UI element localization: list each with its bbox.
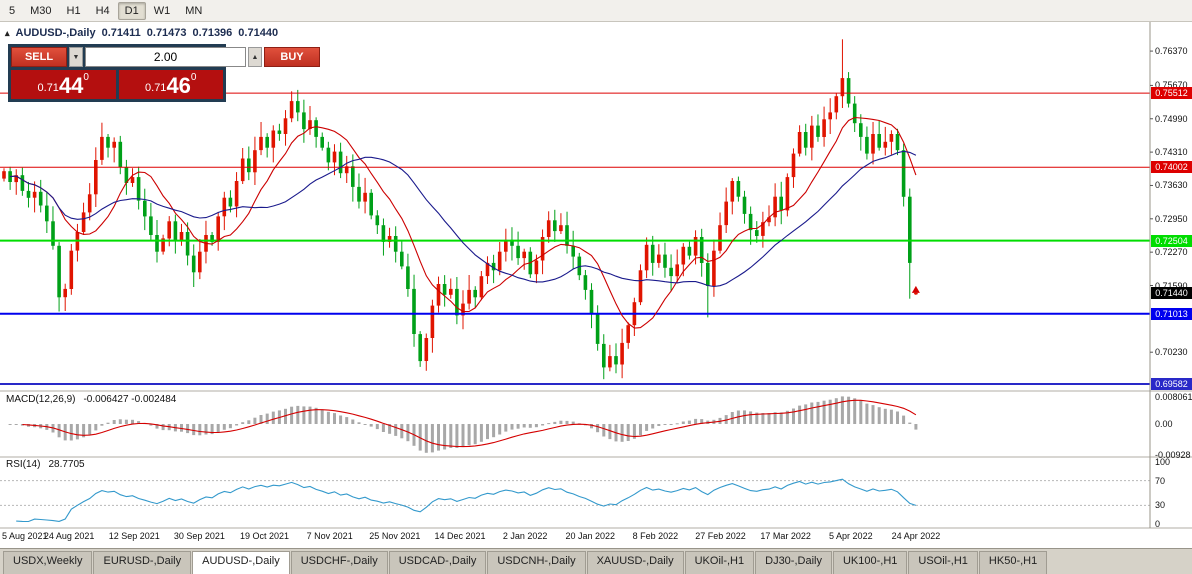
volume-input[interactable] bbox=[85, 47, 246, 67]
chart-tab-usdcad--daily[interactable]: USDCAD-,Daily bbox=[388, 551, 487, 574]
one-click-toggle-icon[interactable]: ▴ bbox=[5, 27, 10, 38]
buy-price-big: 46 bbox=[166, 73, 191, 98]
quote-close: 0.71440 bbox=[238, 27, 279, 39]
chart-tab-eurusd--daily[interactable]: EURUSD-,Daily bbox=[93, 551, 192, 574]
macd-indicator-label: MACD(12,26,9) -0.006427 -0.002484 bbox=[6, 394, 176, 405]
timeframe-button-h4[interactable]: H4 bbox=[95, 4, 110, 17]
rsi-indicator-label: RSI(14) 28.7705 bbox=[6, 459, 85, 470]
timeframe-button-m30[interactable]: M30 bbox=[30, 4, 52, 17]
timeframe-toolbar: 5 M30 H1 H4 D1 W1 MN bbox=[0, 0, 1192, 22]
macd-values: -0.006427 -0.002484 bbox=[83, 394, 177, 405]
quote-low: 0.71396 bbox=[192, 27, 233, 39]
sell-price-prefix: 0.71 bbox=[37, 82, 59, 94]
rsi-name: RSI(14) bbox=[6, 459, 41, 470]
chart-tab-bar: USDX,Weekly EURUSD-,Daily AUDUSD-,Daily USD… bbox=[0, 548, 1192, 574]
buy-button[interactable]: BUY bbox=[264, 47, 320, 67]
volume-increase-icon[interactable]: ▲ bbox=[248, 47, 262, 67]
chart-tab-ukoil--h1[interactable]: UKOil-,H1 bbox=[684, 551, 755, 574]
rsi-value: 28.7705 bbox=[48, 459, 85, 470]
chart-tab-usoil--h1[interactable]: USOil-,H1 bbox=[908, 551, 978, 574]
chart-tab-xauusd--daily[interactable]: XAUUSD-,Daily bbox=[586, 551, 684, 574]
quote-symbol: AUDUSD-,Daily bbox=[15, 27, 96, 39]
volume-decrease-icon[interactable]: ▼ bbox=[69, 47, 83, 67]
one-click-controls: SELL ▼ ▲ BUY bbox=[11, 47, 320, 67]
one-click-trading-panel: SELL ▼ ▲ BUY 0.71 44 0 0.71 46 0 bbox=[8, 44, 320, 102]
buy-price-prefix: 0.71 bbox=[145, 82, 167, 94]
price-axis[interactable] bbox=[1150, 22, 1192, 528]
sell-price-big: 44 bbox=[58, 73, 84, 98]
sell-price-display[interactable]: 0.71 44 0 bbox=[11, 70, 116, 99]
chart-tab-usdx-weekly[interactable]: USDX,Weekly bbox=[3, 551, 93, 574]
macd-name: MACD(12,26,9) bbox=[6, 394, 76, 405]
chart-tab-audusd--daily[interactable]: AUDUSD-,Daily bbox=[192, 551, 290, 574]
timeframe-button-d1[interactable]: D1 bbox=[117, 1, 146, 20]
timeframe-button-5[interactable]: 5 bbox=[9, 4, 16, 17]
buy-price-sup: 0 bbox=[190, 72, 197, 83]
chart-tab-usdcnh--daily[interactable]: USDCNH-,Daily bbox=[487, 551, 586, 574]
chart-tab-usdchf--daily[interactable]: USDCHF-,Daily bbox=[290, 551, 388, 574]
quote-line: ▴ AUDUSD-,Daily 0.71411 0.71473 0.71396 … bbox=[5, 27, 278, 39]
timeframe-button-w1[interactable]: W1 bbox=[153, 4, 171, 17]
chart-tab-dj30--daily[interactable]: DJ30-,Daily bbox=[755, 551, 832, 574]
sell-price-sup: 0 bbox=[83, 72, 89, 83]
one-click-prices: 0.71 44 0 0.71 46 0 bbox=[11, 70, 223, 99]
time-axis[interactable] bbox=[0, 528, 1150, 548]
timeframe-button-mn[interactable]: MN bbox=[185, 4, 203, 17]
quote-open: 0.71411 bbox=[101, 27, 141, 39]
timeframe-button-h1[interactable]: H1 bbox=[66, 4, 81, 17]
buy-price-display[interactable]: 0.71 46 0 bbox=[118, 70, 223, 99]
chart-tab-hk50--h1[interactable]: HK50-,H1 bbox=[978, 551, 1048, 574]
chart-tab-uk100--h1[interactable]: UK100-,H1 bbox=[832, 551, 908, 574]
sell-button[interactable]: SELL bbox=[11, 47, 67, 67]
quote-high: 0.71473 bbox=[146, 27, 187, 39]
